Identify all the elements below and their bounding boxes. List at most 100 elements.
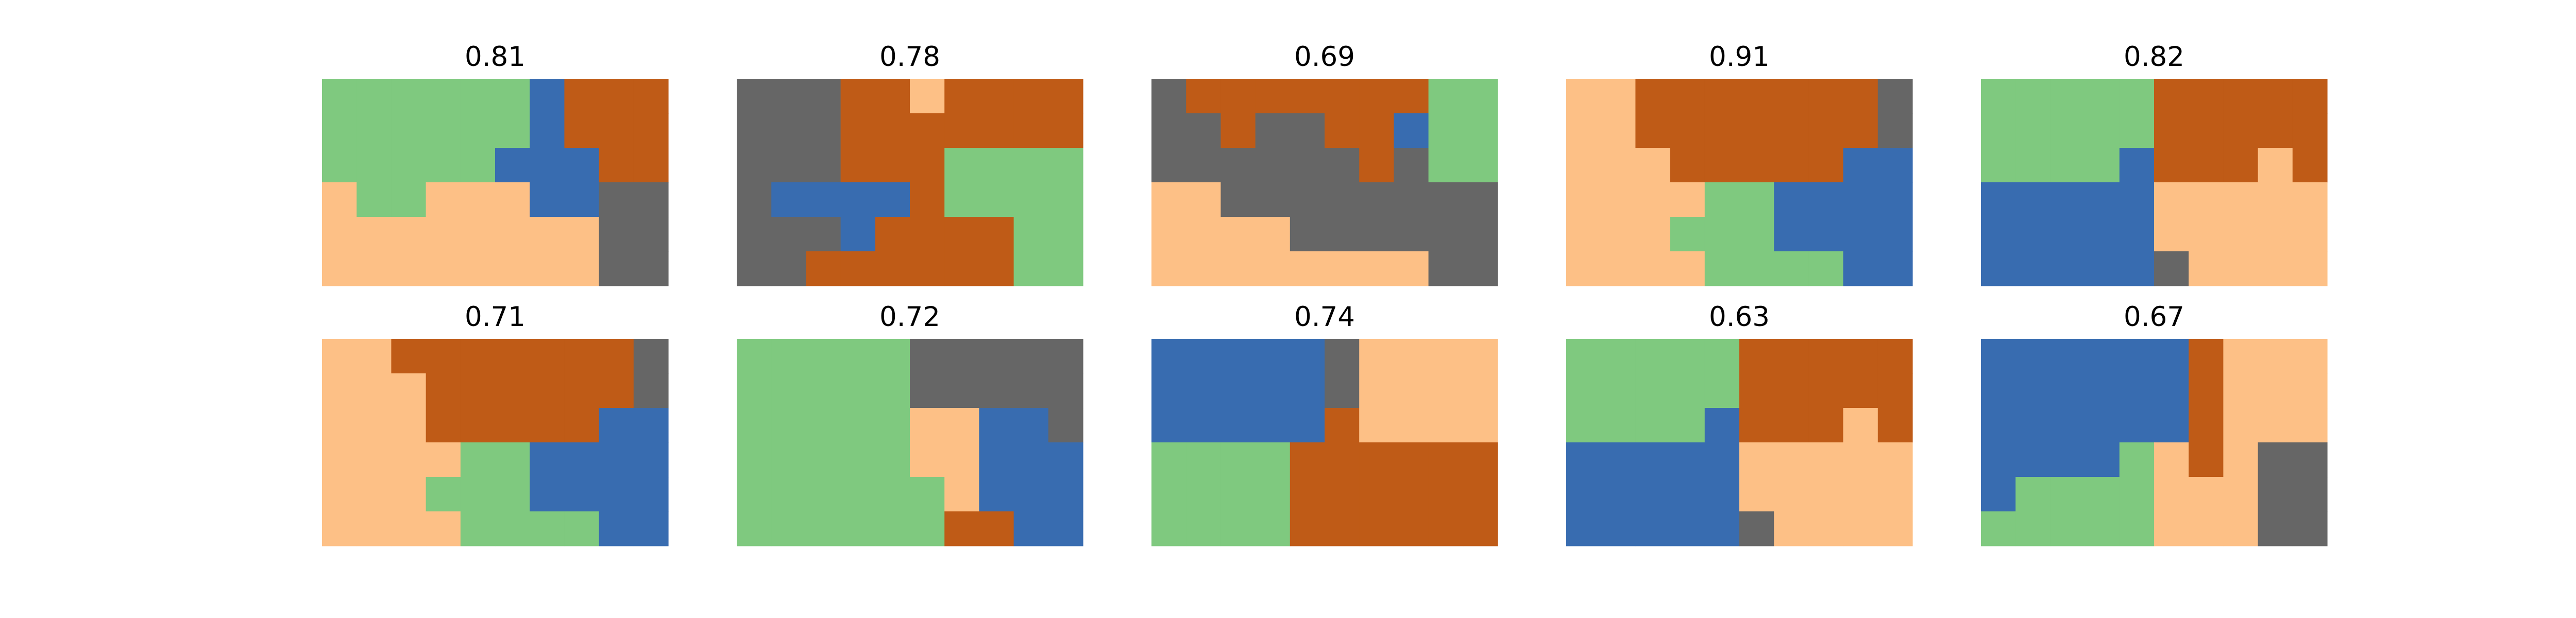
heatmap-cell: [495, 148, 530, 183]
heatmap-cell: [2050, 339, 2086, 374]
heatmap-cell: [2223, 339, 2259, 374]
heatmap-cell: [1704, 511, 1740, 546]
heatmap-cell: [1601, 148, 1636, 183]
heatmap-cell: [2015, 182, 2050, 217]
heatmap-cell: [2050, 148, 2086, 183]
heatmap-cell: [633, 182, 669, 217]
heatmap-cell: [840, 477, 876, 512]
heatmap-cell: [910, 79, 945, 114]
heatmap-cell: [2015, 408, 2050, 443]
heatmap-cell: [2292, 511, 2328, 546]
heatmap-cell: [426, 511, 461, 546]
heatmap-cell: [1877, 339, 1913, 374]
heatmap-cell: [564, 79, 600, 114]
heatmap-cell: [1739, 339, 1774, 374]
panel-10: 0.67: [1981, 301, 2328, 546]
heatmap-cell: [2154, 148, 2189, 183]
heatmap-cell: [737, 477, 772, 512]
heatmap-cell: [1394, 477, 1429, 512]
heatmap-cell: [1635, 408, 1671, 443]
heatmap-cell: [495, 217, 530, 252]
heatmap-cell: [1774, 408, 1809, 443]
heatmap-cell: [1843, 182, 1878, 217]
heatmap-cell: [530, 148, 565, 183]
heatmap-cell: [1808, 408, 1844, 443]
heatmap-cell: [1013, 339, 1049, 374]
heatmap-cell: [1325, 373, 1360, 408]
heatmap-cell: [1048, 79, 1083, 114]
heatmap-cell: [2258, 339, 2293, 374]
heatmap-cell: [391, 148, 427, 183]
heatmap-cell: [1428, 251, 1464, 286]
heatmap-cell: [2223, 511, 2259, 546]
heatmap-cell: [737, 148, 772, 183]
heatmap-cell: [1290, 113, 1325, 148]
heatmap-cell: [357, 339, 392, 374]
heatmap-cell: [599, 217, 634, 252]
heatmap-cell: [1704, 408, 1740, 443]
heatmap-cell: [1670, 79, 1705, 114]
heatmap-cell: [1843, 148, 1878, 183]
panel-title: 0.69: [1294, 41, 1355, 73]
heatmap-cell: [1151, 477, 1187, 512]
heatmap-cell: [1704, 148, 1740, 183]
heatmap-cell: [1048, 217, 1083, 252]
heatmap-cell: [1566, 511, 1601, 546]
heatmap-cell: [2084, 511, 2120, 546]
heatmap-cell: [2154, 339, 2189, 374]
heatmap-cell: [2050, 113, 2086, 148]
heatmap-cell: [2154, 113, 2189, 148]
heatmap-cell: [737, 373, 772, 408]
heatmap-cell: [2258, 182, 2293, 217]
panel-2: 0.78: [737, 41, 1083, 286]
heatmap-cell: [944, 511, 979, 546]
heatmap-cell: [1808, 182, 1844, 217]
heatmap-cell: [944, 113, 979, 148]
heatmap-cell: [460, 477, 496, 512]
heatmap-cell: [1463, 408, 1498, 443]
heatmap-cell: [1670, 339, 1705, 374]
heatmap-cell: [1808, 113, 1844, 148]
heatmap-cell: [1774, 442, 1809, 477]
heatmap-cell: [1290, 251, 1325, 286]
heatmap-cell: [426, 182, 461, 217]
heatmap-cell: [322, 442, 357, 477]
heatmap-cell: [2119, 113, 2155, 148]
heatmap-cell: [2154, 79, 2189, 114]
heatmap-cell: [2154, 182, 2189, 217]
heatmap-cell: [771, 113, 806, 148]
heatmap-cell: [1739, 182, 1774, 217]
heatmap-cell: [1808, 442, 1844, 477]
heatmap-cell: [806, 148, 841, 183]
heatmap-cell: [771, 79, 806, 114]
heatmap-cell: [322, 511, 357, 546]
heatmap-cell: [2084, 79, 2120, 114]
heatmap-cell: [2189, 511, 2224, 546]
heatmap-cell: [737, 113, 772, 148]
heatmap-cell: [1981, 148, 2016, 183]
heatmap-cell: [1808, 477, 1844, 512]
heatmap-cell: [806, 442, 841, 477]
heatmap-cell: [1394, 373, 1429, 408]
heatmap-cell: [2084, 113, 2120, 148]
heatmap-cell: [1359, 373, 1394, 408]
heatmap-cell: [1048, 408, 1083, 443]
heatmap-cell: [2258, 251, 2293, 286]
heatmap-cell: [2015, 442, 2050, 477]
heatmap-cell: [495, 373, 530, 408]
heatmap-cell: [1566, 113, 1601, 148]
heatmap-cell: [2050, 442, 2086, 477]
heatmap-cell: [1290, 477, 1325, 512]
heatmap-cell: [1151, 217, 1187, 252]
heatmap-cell: [1670, 477, 1705, 512]
heatmap-cell: [1359, 79, 1394, 114]
heatmap-cell: [1013, 113, 1049, 148]
heatmap-cell: [771, 339, 806, 374]
heatmap-cell: [322, 113, 357, 148]
heatmap-cell: [1221, 251, 1256, 286]
heatmap-cell: [2050, 477, 2086, 512]
heatmap-cell: [1635, 442, 1671, 477]
heatmap-cell: [2015, 477, 2050, 512]
heatmap-cell: [1255, 442, 1291, 477]
heatmap-cell: [2119, 182, 2155, 217]
